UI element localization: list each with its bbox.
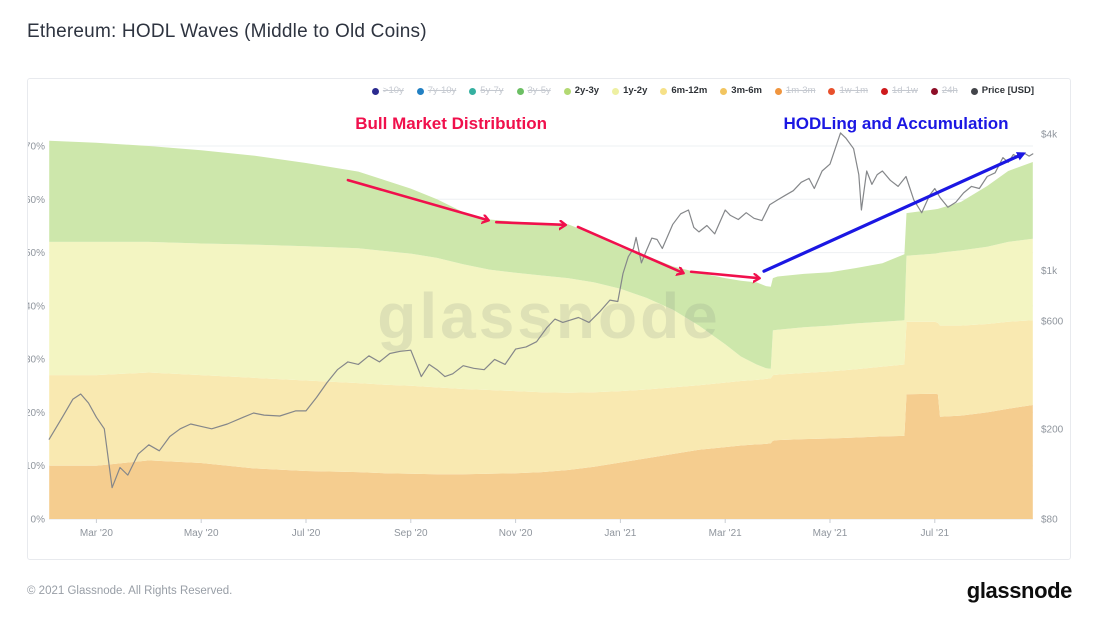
y-left-tick-label: 50% (28, 248, 45, 259)
band-2y-3y (49, 140, 1033, 369)
legend-item-24h[interactable]: 24h (930, 84, 958, 98)
glassnode-watermark: glassnode (377, 280, 721, 352)
y-left-tick-label: 0% (31, 515, 46, 526)
x-tick-label: Sep '20 (394, 528, 428, 539)
legend-item-7y-10y[interactable]: 7y-10y (416, 84, 457, 98)
legend-label: >10y (382, 85, 404, 96)
legend-label: 1d-1w (892, 85, 918, 96)
y-right-tick-label: $600 (1041, 316, 1064, 327)
hodl-waves-plot[interactable]: 0% 10% 20% 30% 40% 50% 60% 70% $4k $1k $600 $200 $80… (28, 79, 1072, 561)
y-right-tick-label: $1k (1041, 266, 1058, 277)
legend-label: 5y-7y (480, 85, 504, 96)
legend-dot (516, 87, 524, 95)
copyright-text: © 2021 Glassnode. All Rights Reserved. (27, 585, 233, 597)
y-right-tick-label: $200 (1041, 424, 1064, 435)
legend-item-3y-5y[interactable]: 3y-5y (516, 84, 551, 98)
band-3m-6m (49, 393, 1033, 519)
annotation-arrow-accumulation (762, 152, 1027, 273)
legend-item-1y-2y[interactable]: 1y-2y (612, 84, 647, 98)
legend-label: 24h (941, 85, 958, 96)
y-left-tick-label: 10% (28, 461, 45, 472)
y-right-tick-label: $80 (1041, 515, 1058, 526)
legend-label: Price [USD] (981, 85, 1034, 96)
chart-legend: >10y 7y-10y 5y-7y 3y-5y 2y-3y 1y-2y 6m-12m 3m-6… (371, 84, 1034, 98)
y-right-tick-label: $4k (1041, 130, 1058, 141)
x-tick-label: May '20 (184, 528, 219, 539)
page-title: Ethereum: HODL Waves (Middle to Old Coin… (27, 21, 427, 42)
legend-label: 1w-1m (839, 85, 868, 96)
legend-item-6m-12m[interactable]: 6m-12m (660, 84, 707, 98)
chart-card: 0% 10% 20% 30% 40% 50% 60% 70% $4k $1k $600 $200 $80… (27, 78, 1071, 560)
legend-label: 3y-5y (527, 85, 551, 96)
legend-label: 1y-2y (623, 85, 648, 96)
legend-dot (563, 87, 571, 95)
legend-dot (371, 87, 379, 95)
legend-item-5y-7y[interactable]: 5y-7y (469, 84, 504, 98)
legend-label: 3m-6m (731, 85, 762, 96)
x-tick-label: May '21 (813, 528, 848, 539)
legend-label: 6m-12m (671, 85, 708, 96)
y-left-tick-label: 60% (28, 195, 45, 206)
y-left-tick-label: 40% (28, 301, 45, 312)
legend-dot (774, 87, 782, 95)
legend-item-price-usd-[interactable]: Price [USD] (970, 84, 1034, 98)
legend-item-1w-1m[interactable]: 1w-1m (828, 84, 868, 98)
annotation-arrow-distribution (576, 225, 683, 273)
legend-dot (828, 87, 836, 95)
annotation-arrow-distribution (689, 270, 759, 278)
x-tick-label: Mar '21 (709, 528, 742, 539)
x-tick-label: Jul '20 (292, 528, 321, 539)
glassnode-logo: glassnode (966, 578, 1073, 603)
y-left-tick-label: 20% (28, 408, 45, 419)
legend-item-1d-1w[interactable]: 1d-1w (881, 84, 918, 98)
legend-label: 1m-3m (785, 85, 816, 96)
price-line (48, 132, 1034, 489)
legend-dot (930, 87, 938, 95)
legend-dot (720, 87, 728, 95)
annotation-arrow-distribution (346, 178, 488, 220)
x-tick-label: Mar '20 (80, 528, 113, 539)
y-left-tick-label: 30% (28, 355, 45, 366)
legend-item-2y-3y[interactable]: 2y-3y (563, 84, 600, 98)
legend-item-3m-6m[interactable]: 3m-6m (720, 84, 762, 98)
annotation-label: HODLing and Accumulation (783, 114, 1008, 133)
legend-label: 7y-10y (427, 85, 457, 96)
band-1y-2y (49, 238, 1033, 393)
legend-dot (881, 87, 888, 95)
band-6m-12m (49, 320, 1033, 475)
y-left-tick-label: 70% (28, 141, 45, 152)
annotation-label: Bull Market Distribution (355, 114, 547, 133)
legend-dot (469, 87, 477, 95)
legend-dot (416, 87, 424, 95)
x-tick-label: Jul '21 (921, 528, 950, 539)
annotation-arrow-distribution (494, 222, 565, 225)
legend-label: 2y-3y (574, 85, 600, 96)
legend-item-1m-3m[interactable]: 1m-3m (774, 84, 816, 98)
x-tick-label: Jan '21 (604, 528, 636, 539)
legend-dot (660, 87, 668, 95)
legend-item--10y[interactable]: >10y (371, 84, 404, 98)
legend-dot (970, 87, 978, 95)
legend-dot (612, 87, 620, 95)
x-tick-label: Nov '20 (499, 528, 533, 539)
